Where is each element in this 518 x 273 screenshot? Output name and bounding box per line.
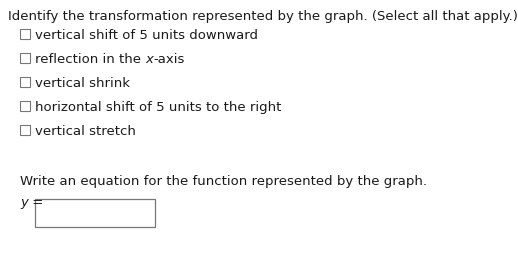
Text: vertical shrink: vertical shrink xyxy=(35,77,130,90)
Bar xyxy=(20,29,30,39)
Text: Write an equation for the function represented by the graph.: Write an equation for the function repre… xyxy=(20,175,427,188)
Text: Identify the transformation represented by the graph. (Select all that apply.): Identify the transformation represented … xyxy=(8,10,518,23)
Text: =: = xyxy=(28,196,43,209)
Text: vertical stretch: vertical stretch xyxy=(35,125,136,138)
Text: vertical shift of 5 units downward: vertical shift of 5 units downward xyxy=(35,29,258,42)
Text: x: x xyxy=(145,53,153,66)
Bar xyxy=(20,77,30,87)
Bar xyxy=(20,101,30,111)
Bar xyxy=(35,199,155,227)
Text: y: y xyxy=(20,196,28,209)
Text: horizontal shift of 5 units to the right: horizontal shift of 5 units to the right xyxy=(35,101,281,114)
Text: reflection in the: reflection in the xyxy=(35,53,145,66)
Bar xyxy=(20,125,30,135)
Bar xyxy=(20,53,30,63)
Text: -axis: -axis xyxy=(153,53,184,66)
